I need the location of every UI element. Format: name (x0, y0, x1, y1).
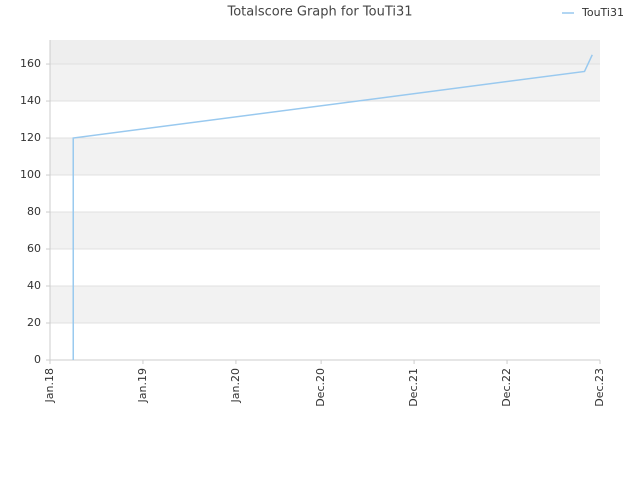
x-tick-label: Dec.22 (500, 368, 513, 407)
plot-band (50, 138, 600, 176)
legend-label: TouTi31 (581, 6, 624, 19)
x-tick-label: Dec.21 (407, 368, 420, 407)
plot-band (50, 64, 600, 102)
x-tick-label: Jan.18 (43, 368, 56, 403)
y-tick-label: 120 (20, 131, 41, 144)
y-tick-label: 60 (27, 242, 41, 255)
chart-title: Totalscore Graph for TouTi31 (226, 5, 412, 20)
y-tick-label: 0 (34, 353, 41, 366)
y-tick-label: 80 (27, 205, 41, 218)
y-tick-label: 140 (20, 94, 41, 107)
y-tick-label: 100 (20, 168, 41, 181)
plot-band (50, 40, 600, 65)
plot-band (50, 286, 600, 324)
y-tick-label: 160 (20, 57, 41, 70)
x-tick-label: Dec.20 (314, 368, 327, 407)
y-tick-label: 20 (27, 316, 41, 329)
x-tick-label: Jan.19 (136, 368, 149, 403)
x-tick-label: Dec.23 (593, 368, 606, 407)
x-tick-label: Jan.20 (229, 368, 242, 403)
line-series (72, 54, 593, 360)
plot-band (50, 212, 600, 250)
y-tick-label: 40 (27, 279, 41, 292)
